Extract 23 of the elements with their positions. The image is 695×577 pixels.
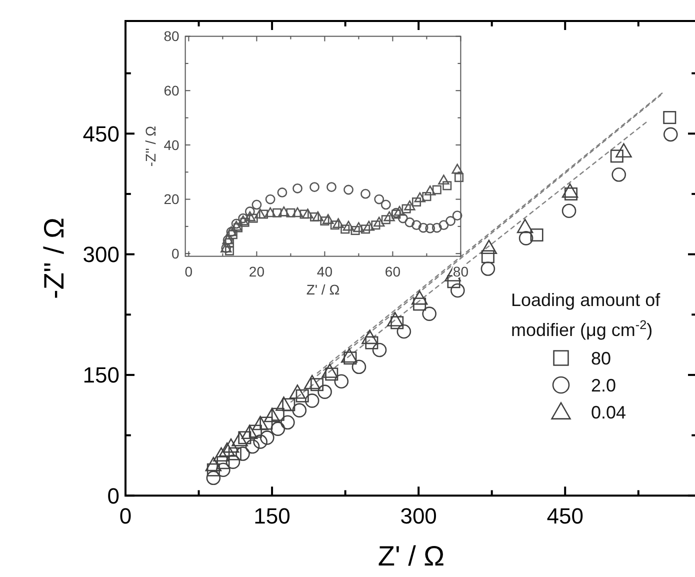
legend-label: 2.0 (591, 375, 616, 396)
y-tick-label: 0 (172, 245, 180, 262)
y-tick-label: 60 (164, 82, 180, 99)
y-tick-label: 40 (164, 136, 180, 153)
x-tick-label: 450 (546, 504, 584, 529)
y-tick-label: 0 (107, 483, 120, 508)
x-tick-label: 0 (184, 263, 193, 280)
y-tick-label: 80 (164, 28, 180, 44)
legend-label: 80 (591, 348, 612, 368)
y-axis-title: -Z'' / Ω (142, 126, 158, 167)
x-tick-label: 60 (384, 263, 401, 280)
x-tick-label: 150 (254, 504, 290, 529)
y-axis-title: -Z'' / Ω (38, 218, 70, 299)
x-tick-label: 40 (316, 263, 333, 280)
legend-title: Loading amount of modifier (μg cm$^{-2}$) (511, 290, 662, 340)
y-tick-label: 150 (82, 362, 120, 388)
legend-label: 0.04 (591, 402, 626, 422)
x-tick-label: 20 (248, 263, 265, 280)
y-tick-label: 20 (164, 191, 180, 208)
x-tick-label: 300 (400, 504, 437, 529)
y-tick-label: 450 (82, 121, 120, 146)
x-axis-title: Z' / Ω (306, 281, 340, 298)
x-axis-title: Z' / Ω (378, 540, 445, 572)
